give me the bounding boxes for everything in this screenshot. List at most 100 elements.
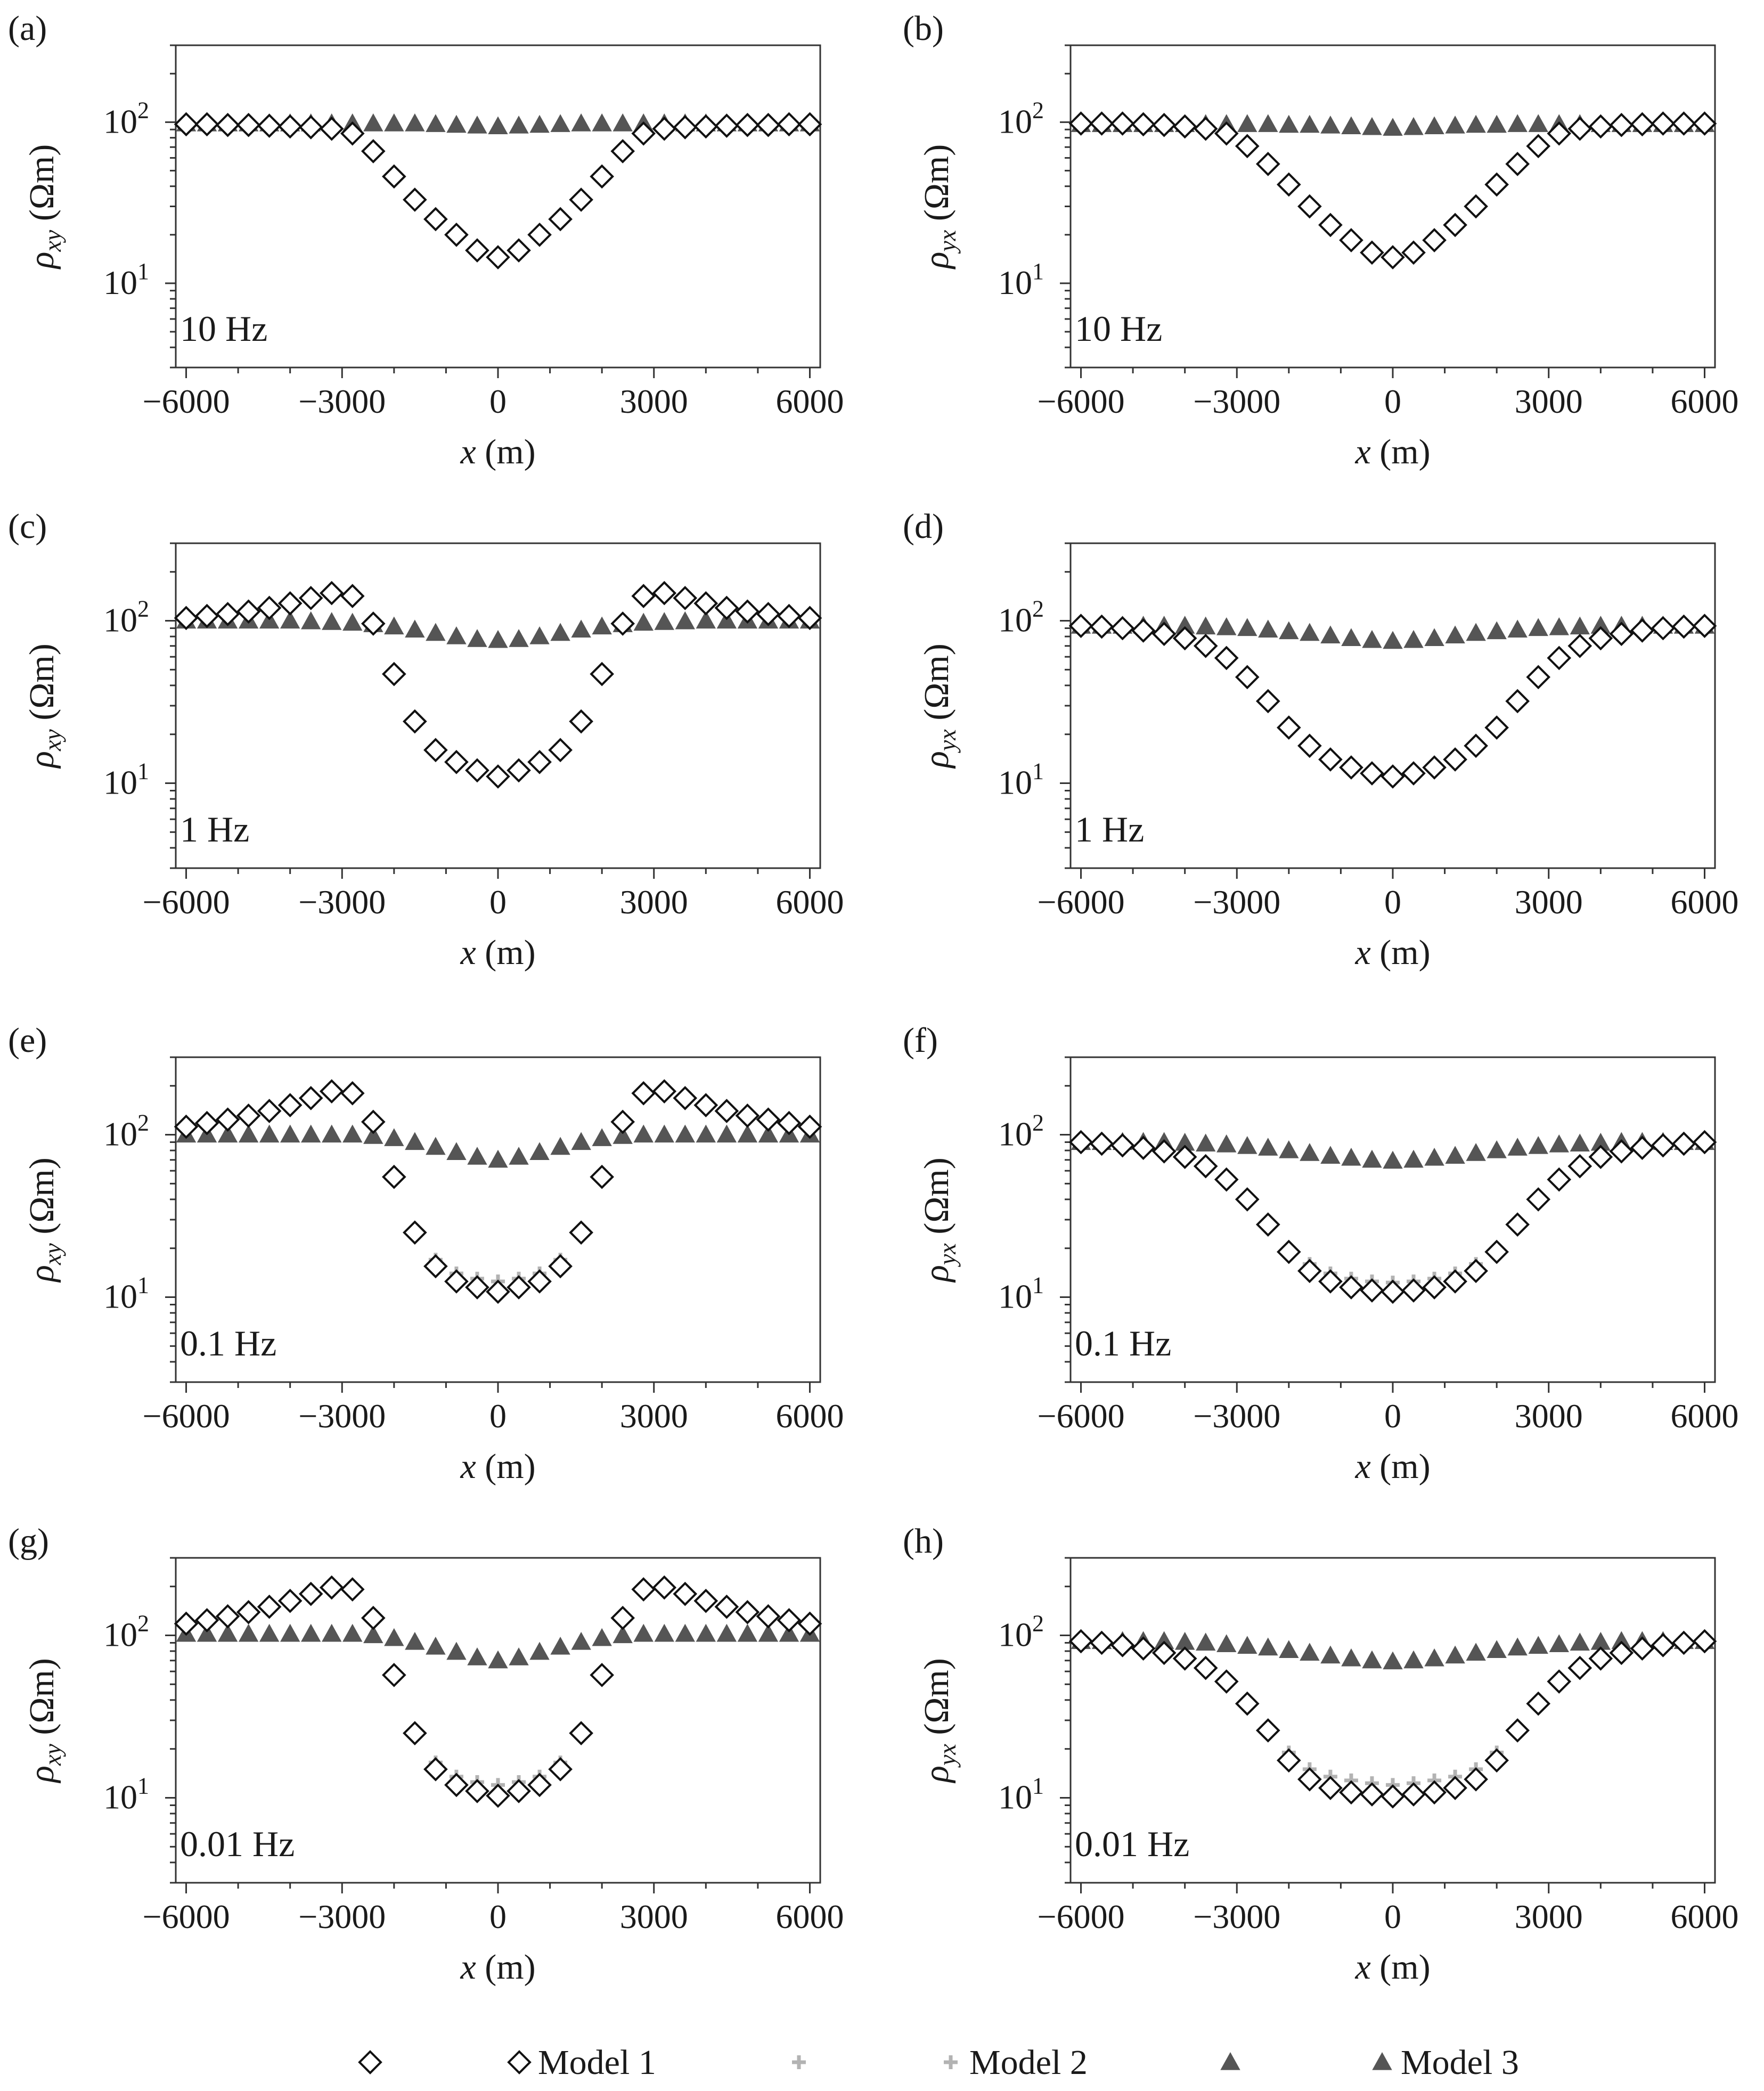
model-3-point (488, 116, 508, 135)
model-1-point (693, 591, 718, 616)
model-3-point (301, 1623, 321, 1642)
x-axis-label: x (m) (1354, 1447, 1430, 1486)
model-3-point (280, 1124, 300, 1143)
x-axis-label: x (m) (460, 933, 535, 972)
model-1-point (1193, 116, 1218, 141)
model-3-point (1445, 1146, 1465, 1164)
x-tick-label: −3000 (1193, 382, 1280, 420)
frequency-label: 0.01 Hz (180, 1824, 295, 1864)
model-3-point (696, 1124, 716, 1143)
model-1-point (1401, 1782, 1426, 1807)
model-3-point (633, 1124, 654, 1143)
model-3-point (1466, 623, 1486, 641)
model-1-point (527, 222, 552, 247)
model-1-point (444, 1773, 469, 1798)
y-tick-label: 101 (103, 758, 149, 802)
model-3-point (1237, 618, 1257, 636)
model-1-point (1277, 715, 1301, 740)
legend-label: Model 2 (969, 2043, 1088, 2082)
model-1-point (298, 586, 323, 610)
x-tick-label: 3000 (620, 1898, 688, 1935)
model-1-point (486, 1783, 510, 1808)
model-1-point (361, 139, 386, 164)
model-1-point (277, 114, 303, 139)
model-3-point (405, 619, 425, 638)
y-tick-label: 102 (998, 596, 1044, 639)
model-3-point (654, 612, 674, 630)
model-1-point (693, 1093, 718, 1117)
model-3-point (529, 626, 550, 644)
panel-label: (e) (8, 1021, 47, 1060)
model-3-point (1507, 1637, 1528, 1656)
model-3-point (1466, 115, 1486, 133)
model-1-point (215, 1604, 240, 1629)
y-tick-label: 101 (103, 1773, 149, 1816)
model-3-point (675, 1623, 695, 1642)
frequency-label: 0.01 Hz (1075, 1824, 1189, 1864)
model-1-point (1484, 1748, 1509, 1773)
model-1-point (507, 238, 531, 263)
model-3-point (1279, 1640, 1299, 1659)
y-tick-label: 101 (103, 1272, 149, 1316)
panel-label: (f) (903, 1021, 938, 1060)
model-1-point (1339, 755, 1363, 780)
model-3-point (1258, 619, 1278, 638)
model-3-point (1403, 1650, 1424, 1669)
model-1-point (1068, 111, 1093, 136)
model-1-point (403, 1220, 427, 1245)
model-3-point (633, 612, 654, 631)
model-3-point (1258, 114, 1278, 132)
model-1-point (777, 1608, 802, 1632)
model-1-point (1193, 633, 1218, 658)
model-3-point (1403, 630, 1424, 648)
model-1-point (1339, 1275, 1363, 1300)
x-tick-label: −6000 (142, 883, 230, 921)
model-3-point (1300, 1143, 1320, 1161)
model-1-point (423, 738, 448, 763)
x-axis-label: x (m) (1354, 933, 1430, 972)
series-model-1 (1068, 111, 1717, 269)
model-3-point (384, 113, 404, 132)
model-1-point (1692, 614, 1717, 638)
x-tick-label: −3000 (298, 382, 386, 420)
model-1-point (1567, 1655, 1592, 1680)
model-3-point (592, 616, 612, 635)
model-1-point (1422, 1780, 1447, 1805)
x-tick-label: 0 (1384, 1397, 1401, 1435)
model-1-point (1671, 1131, 1696, 1156)
model-1-point (1110, 1633, 1135, 1657)
model-1-point (423, 1757, 448, 1782)
model-3-point (363, 1126, 383, 1144)
model-1-point (1110, 111, 1135, 136)
model-3-point (467, 1647, 487, 1665)
series-model-1 (174, 1079, 822, 1304)
model-3-point (405, 1631, 425, 1650)
model-3-point (571, 1631, 591, 1650)
model-1-point (1630, 112, 1655, 137)
series-model-3 (176, 610, 820, 648)
model-3-point (217, 1124, 238, 1143)
model-1-point (1214, 121, 1239, 146)
model-1-point (1214, 1669, 1239, 1694)
model-1-point (236, 1600, 261, 1624)
x-tick-label: 0 (489, 382, 507, 420)
model-1-point (319, 1079, 344, 1104)
model-3-point (529, 1142, 550, 1161)
model-1-point (340, 1577, 365, 1602)
model-3-point (758, 1623, 779, 1642)
model-3-point (467, 629, 487, 647)
model-1-point (652, 1079, 677, 1104)
x-axis-label: x (m) (1354, 1948, 1430, 1987)
model-1-point (1277, 1748, 1301, 1773)
model-1-point (1526, 1691, 1551, 1716)
x-axis-label: x (m) (460, 1447, 535, 1486)
model-3-point (217, 1623, 238, 1642)
model-1-point (1464, 1259, 1488, 1284)
x-tick-label: 0 (1384, 1898, 1401, 1935)
model-1-point (1464, 733, 1488, 758)
model-1-point (1526, 134, 1551, 159)
model-1-point (1547, 1669, 1572, 1694)
model-1-point (174, 606, 199, 631)
panel-e: 101 102 −6000 −3000 0 3000 6000 x (m) ρxy (Ωm) (e… (8, 1021, 844, 1486)
model-1-point (1692, 111, 1717, 136)
